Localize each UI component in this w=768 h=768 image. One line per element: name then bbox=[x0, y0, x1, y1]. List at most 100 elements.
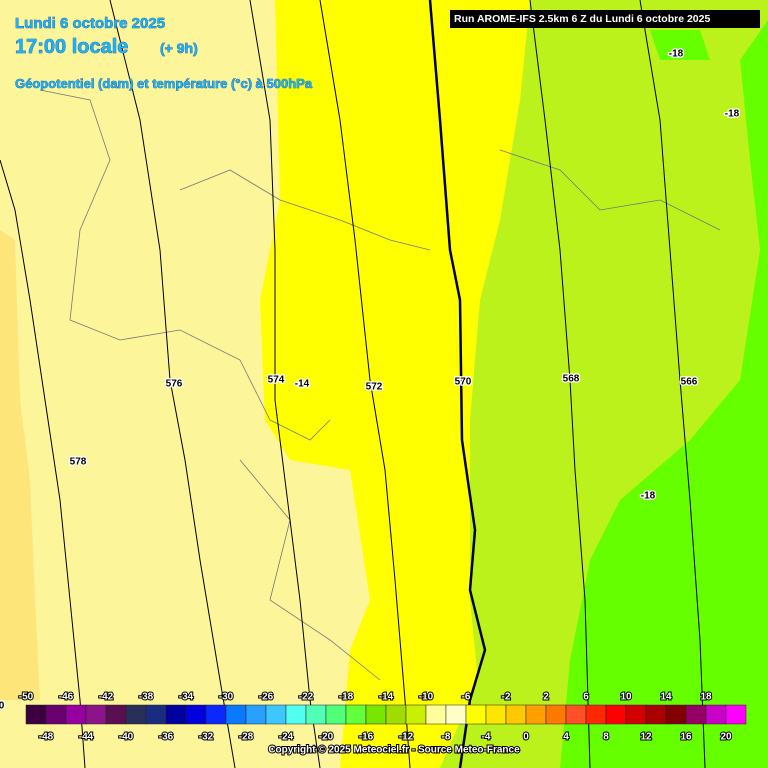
legend-swatch bbox=[225, 704, 247, 725]
date: Lundi 6 octobre 2025 bbox=[15, 15, 165, 32]
legend-label: -30 bbox=[219, 692, 234, 703]
legend-label: -34 bbox=[179, 692, 194, 703]
legend-swatch bbox=[365, 704, 387, 725]
legend-swatch bbox=[345, 704, 367, 725]
legend-swatch bbox=[445, 704, 467, 725]
legend-swatch bbox=[25, 704, 47, 725]
border bbox=[39, 89, 331, 441]
legend-swatch bbox=[625, 704, 647, 725]
legend-swatch bbox=[605, 704, 627, 725]
contour-label: 576 bbox=[166, 379, 183, 390]
legend-label: -46 bbox=[59, 692, 74, 703]
legend-swatch bbox=[265, 704, 287, 725]
temp-zone bbox=[650, 30, 710, 60]
border bbox=[239, 459, 381, 681]
contour-labels: -18 -18 576 574 -14 572 570 568 566 578 -18 580 bbox=[0, 47, 741, 713]
legend-label: -2 bbox=[502, 692, 511, 703]
legend-swatch bbox=[545, 704, 567, 725]
contour-label: 572 bbox=[366, 382, 383, 393]
legend-swatch bbox=[405, 704, 427, 725]
legend-label: -10 bbox=[419, 692, 434, 703]
contour-label: 566 bbox=[681, 377, 698, 388]
contour bbox=[639, 0, 706, 768]
legend-label: -16 bbox=[359, 732, 374, 743]
legend-label: -42 bbox=[99, 692, 114, 703]
temp-zone bbox=[0, 230, 40, 700]
legend-label: -26 bbox=[259, 692, 274, 703]
contour-label: -14 bbox=[295, 379, 310, 390]
legend-label: 10 bbox=[620, 692, 632, 703]
contour bbox=[109, 0, 236, 768]
offset: (+ 9h) bbox=[160, 40, 198, 56]
legend-label: -48 bbox=[39, 732, 54, 743]
legend-swatch bbox=[645, 704, 667, 725]
legend-swatch bbox=[705, 704, 727, 725]
contour bbox=[319, 0, 411, 768]
legend-swatch bbox=[585, 704, 607, 725]
legend-swatch bbox=[385, 704, 407, 725]
legend-swatch bbox=[165, 704, 187, 725]
legend-swatch bbox=[65, 704, 87, 725]
legend-label: 12 bbox=[640, 732, 652, 743]
copyright: Copyright © 2025 Meteociel.fr - Source M… bbox=[268, 745, 520, 756]
legend-swatch bbox=[725, 704, 747, 725]
contour-label: -18 bbox=[641, 491, 656, 502]
legend-label: 6 bbox=[583, 692, 589, 703]
legend-swatch bbox=[485, 704, 507, 725]
border bbox=[499, 149, 721, 231]
legend-label: 8 bbox=[603, 732, 609, 743]
legend-label: 18 bbox=[700, 692, 712, 703]
contour bbox=[0, 159, 86, 768]
legend-swatch bbox=[305, 704, 327, 725]
legend-swatch bbox=[525, 704, 547, 725]
legend-swatch bbox=[665, 704, 687, 725]
legend-swatch bbox=[685, 704, 707, 725]
color-legend: -50 -46 -42 -38 -34 -30 -26 -22 -18 -14 -10 -6 -2 2 6 1… bbox=[18, 691, 747, 744]
legend-swatch bbox=[565, 704, 587, 725]
legend-label: -28 bbox=[239, 732, 254, 743]
contour bbox=[529, 0, 591, 768]
temp-zone bbox=[560, 20, 768, 768]
legend-label: -6 bbox=[462, 692, 471, 703]
legend-swatch bbox=[325, 704, 347, 725]
legend-swatch bbox=[105, 704, 127, 725]
run-info: Run AROME-IFS 2.5km 6 Z du Lundi 6 octob… bbox=[454, 13, 710, 25]
contour-label: -18 bbox=[725, 109, 740, 120]
legend-swatch bbox=[465, 704, 487, 725]
legend-label: -20 bbox=[319, 732, 334, 743]
legend-label: 0 bbox=[523, 732, 529, 743]
legend-label: -38 bbox=[139, 692, 154, 703]
legend-label: 16 bbox=[680, 732, 692, 743]
legend-label: 14 bbox=[660, 692, 672, 703]
contour bbox=[249, 0, 321, 768]
legend-swatch bbox=[45, 704, 67, 725]
legend-label: -24 bbox=[279, 732, 294, 743]
contour-label: 570 bbox=[455, 377, 472, 388]
legend-label: -50 bbox=[19, 692, 34, 703]
border bbox=[179, 169, 431, 251]
legend-label: -40 bbox=[119, 732, 134, 743]
legend-label: -4 bbox=[482, 732, 491, 743]
legend-swatch bbox=[205, 704, 227, 725]
contour-label: 568 bbox=[563, 374, 580, 385]
legend-swatch bbox=[245, 704, 267, 725]
legend-label: 4 bbox=[563, 732, 569, 743]
legend-label: 20 bbox=[720, 732, 732, 743]
legend-swatch bbox=[125, 704, 147, 725]
temp-zone bbox=[260, 0, 530, 768]
legend-label: -44 bbox=[79, 732, 94, 743]
legend-label: -12 bbox=[399, 732, 414, 743]
legend-label: -22 bbox=[299, 692, 314, 703]
legend-label: 2 bbox=[543, 692, 549, 703]
subtitle: Géopotentiel (dam) et température (°c) à… bbox=[15, 76, 313, 91]
contour-label: 578 bbox=[70, 457, 87, 468]
legend-label: -8 bbox=[442, 732, 451, 743]
legend-swatch bbox=[145, 704, 167, 725]
legend-swatch bbox=[425, 704, 447, 725]
legend-swatch bbox=[285, 704, 307, 725]
legend-label: -36 bbox=[159, 732, 174, 743]
contour-label: 574 bbox=[268, 375, 285, 386]
contour bbox=[428, 0, 487, 768]
legend-label: -14 bbox=[379, 692, 394, 703]
